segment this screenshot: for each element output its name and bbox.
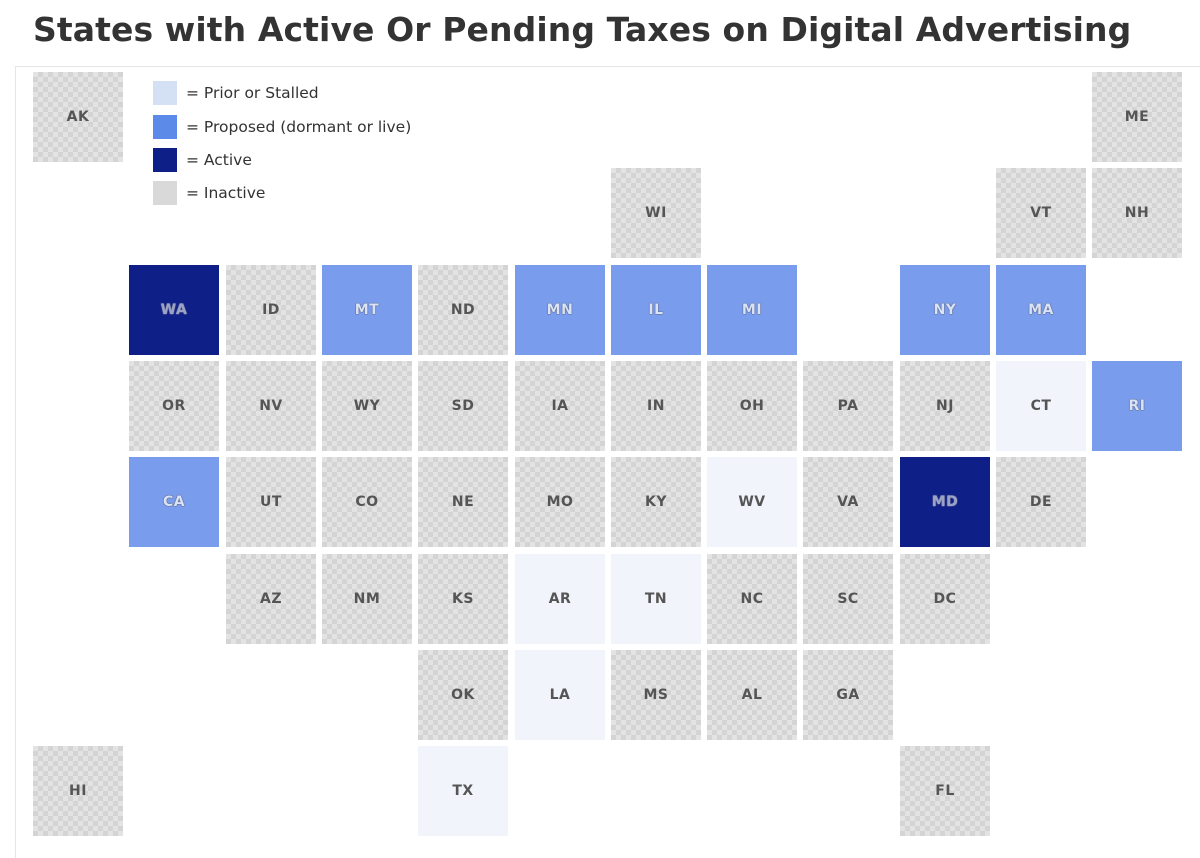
state-tile-nc: NC (707, 554, 797, 644)
state-tile-ak: AK (33, 72, 123, 162)
state-tile-md: MD (900, 457, 990, 547)
state-tile-wa: WA (129, 265, 219, 355)
legend-swatch-inactive (153, 181, 177, 205)
state-tile-wy: WY (322, 361, 412, 451)
legend-label: = Inactive (186, 184, 266, 202)
state-tile-ks: KS (418, 554, 508, 644)
state-tile-ny: NY (900, 265, 990, 355)
state-tile-fl: FL (900, 746, 990, 836)
map-title: States with Active Or Pending Taxes on D… (33, 10, 1132, 49)
state-tile-al: AL (707, 650, 797, 740)
state-tile-az: AZ (226, 554, 316, 644)
state-tile-il: IL (611, 265, 701, 355)
state-tile-mo: MO (515, 457, 605, 547)
state-tile-ia: IA (515, 361, 605, 451)
state-tile-ky: KY (611, 457, 701, 547)
state-tile-me: ME (1092, 72, 1182, 162)
state-tile-tx: TX (418, 746, 508, 836)
state-tile-ri: RI (1092, 361, 1182, 451)
legend-item-active: = Active (153, 148, 252, 172)
state-tile-hi: HI (33, 746, 123, 836)
state-tile-tn: TN (611, 554, 701, 644)
state-tile-ar: AR (515, 554, 605, 644)
state-tile-ne: NE (418, 457, 508, 547)
state-tile-co: CO (322, 457, 412, 547)
legend-item-prior: = Prior or Stalled (153, 81, 319, 105)
state-tile-wv: WV (707, 457, 797, 547)
state-tile-vt: VT (996, 168, 1086, 258)
state-tile-nh: NH (1092, 168, 1182, 258)
state-tile-nj: NJ (900, 361, 990, 451)
state-tile-ma: MA (996, 265, 1086, 355)
state-tile-dc: DC (900, 554, 990, 644)
state-tile-mi: MI (707, 265, 797, 355)
state-tile-ct: CT (996, 361, 1086, 451)
state-tile-ut: UT (226, 457, 316, 547)
state-tile-ms: MS (611, 650, 701, 740)
state-tile-mn: MN (515, 265, 605, 355)
state-tile-mt: MT (322, 265, 412, 355)
state-tile-la: LA (515, 650, 605, 740)
map-frame (15, 66, 1200, 858)
legend-swatch-prior (153, 81, 177, 105)
state-tile-id: ID (226, 265, 316, 355)
legend-swatch-active (153, 148, 177, 172)
state-tile-wi: WI (611, 168, 701, 258)
state-tile-sd: SD (418, 361, 508, 451)
state-tile-va: VA (803, 457, 893, 547)
state-tile-nm: NM (322, 554, 412, 644)
state-tile-ga: GA (803, 650, 893, 740)
state-tile-in: IN (611, 361, 701, 451)
state-tile-or: OR (129, 361, 219, 451)
legend-swatch-proposed (153, 115, 177, 139)
legend-item-inactive: = Inactive (153, 181, 265, 205)
state-tile-de: DE (996, 457, 1086, 547)
state-tile-nd: ND (418, 265, 508, 355)
state-tile-sc: SC (803, 554, 893, 644)
legend-label: = Proposed (dormant or live) (186, 118, 412, 136)
legend-item-proposed: = Proposed (dormant or live) (153, 115, 411, 139)
legend-label: = Prior or Stalled (186, 84, 319, 102)
state-tile-ok: OK (418, 650, 508, 740)
state-tile-nv: NV (226, 361, 316, 451)
legend-label: = Active (186, 151, 252, 169)
state-tile-ca: CA (129, 457, 219, 547)
state-tile-oh: OH (707, 361, 797, 451)
state-tile-pa: PA (803, 361, 893, 451)
